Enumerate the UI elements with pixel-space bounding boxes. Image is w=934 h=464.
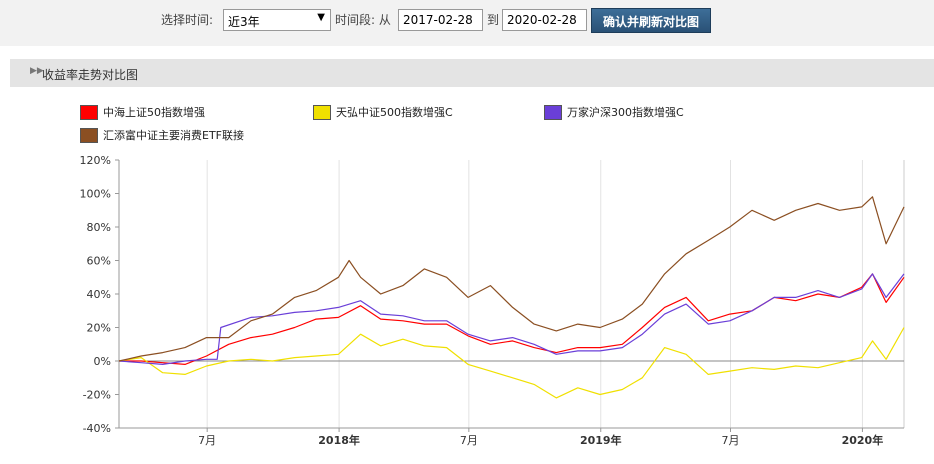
time-range-select[interactable]: 近3年 ▼ (223, 9, 331, 31)
legend-label: 万家沪深300指数增强C (567, 106, 684, 119)
series-line-1 (118, 327, 905, 399)
legend-label: 汇添富中证主要消费ETF联接 (103, 129, 244, 142)
legend-item-3[interactable]: 汇添富中证主要消费ETF联接 (80, 127, 244, 143)
collapse-arrow-icon: ▶▶ (30, 66, 44, 76)
panel-header[interactable]: ▶▶ 收益率走势对比图 (10, 59, 934, 87)
x-tick-label: 2020年 (842, 433, 884, 447)
y-tick-label: 40% (87, 288, 111, 301)
series-line-2 (118, 273, 905, 365)
x-tick-label: 2019年 (580, 433, 622, 447)
time-select-label: 选择时间: (161, 13, 214, 27)
series-line-0 (119, 273, 905, 365)
x-tick-label: 2018年 (318, 433, 360, 447)
to-label: 到 (487, 13, 500, 27)
y-tick-label: 60% (87, 255, 111, 268)
filter-toolbar: 选择时间: 近3年 ▼ 时间段: 从 2017-02-28 到 2020-02-… (0, 0, 934, 46)
y-tick-label: -20% (83, 389, 111, 402)
legend-item-0[interactable]: 中海上证50指数增强 (80, 104, 205, 120)
y-tick-label: -40% (83, 422, 111, 435)
x-tick-label: 7月 (460, 434, 478, 447)
y-tick-label: 0% (94, 355, 111, 368)
x-tick-label: 7月 (722, 434, 740, 447)
y-tick-label: 120% (80, 154, 111, 167)
legend-swatch (80, 127, 98, 143)
period-label: 时间段: 从 (335, 13, 391, 27)
series-line-3 (118, 196, 905, 362)
legend-item-2[interactable]: 万家沪深300指数增强C (544, 104, 684, 120)
legend-swatch (544, 104, 562, 120)
legend-label: 中海上证50指数增强 (103, 106, 205, 119)
dropdown-arrow-icon: ▼ (317, 12, 325, 23)
panel-title: 收益率走势对比图 (42, 68, 139, 82)
date-from-input[interactable]: 2017-02-28 (398, 9, 483, 31)
date-to-input[interactable]: 2020-02-28 (502, 9, 587, 31)
legend-item-1[interactable]: 天弘中证500指数增强C (313, 104, 453, 120)
confirm-refresh-button[interactable]: 确认并刷新对比图 (591, 8, 711, 33)
y-tick-label: 20% (87, 322, 111, 335)
legend-swatch (80, 104, 98, 120)
x-tick-label: 7月 (198, 434, 216, 447)
time-range-value: 近3年 (228, 15, 260, 29)
y-tick-label: 100% (80, 188, 111, 201)
legend-label: 天弘中证500指数增强C (336, 106, 453, 119)
legend-swatch (313, 104, 331, 120)
y-tick-label: 80% (87, 221, 111, 234)
